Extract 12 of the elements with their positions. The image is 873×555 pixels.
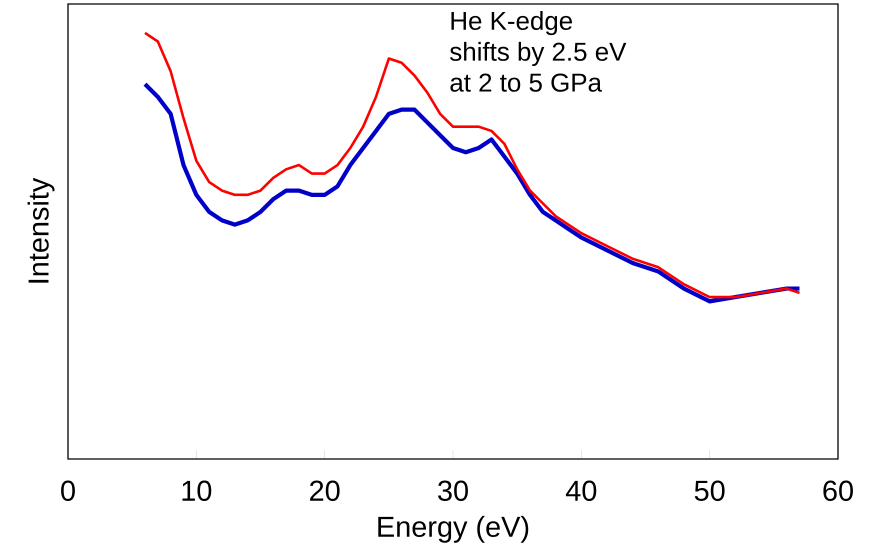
x-tick-label: 20 [310, 480, 340, 501]
x-tick-label: 40 [566, 480, 596, 501]
annotation: He K-edge [451, 11, 572, 36]
x-tick-label: 0 [61, 480, 75, 501]
annotation: shifts by 2.5 eV [450, 42, 626, 66]
y-axis-title: Intensity [28, 178, 54, 283]
x-tick-label: 60 [823, 480, 853, 501]
x-tick-label: 30 [438, 480, 468, 501]
x-tick-label: 50 [694, 480, 725, 501]
annotation: at 2 to 5 GPa [450, 73, 602, 92]
x-tick-label: 10 [182, 480, 212, 501]
x-axis-title: Energy (eV) [378, 516, 528, 543]
